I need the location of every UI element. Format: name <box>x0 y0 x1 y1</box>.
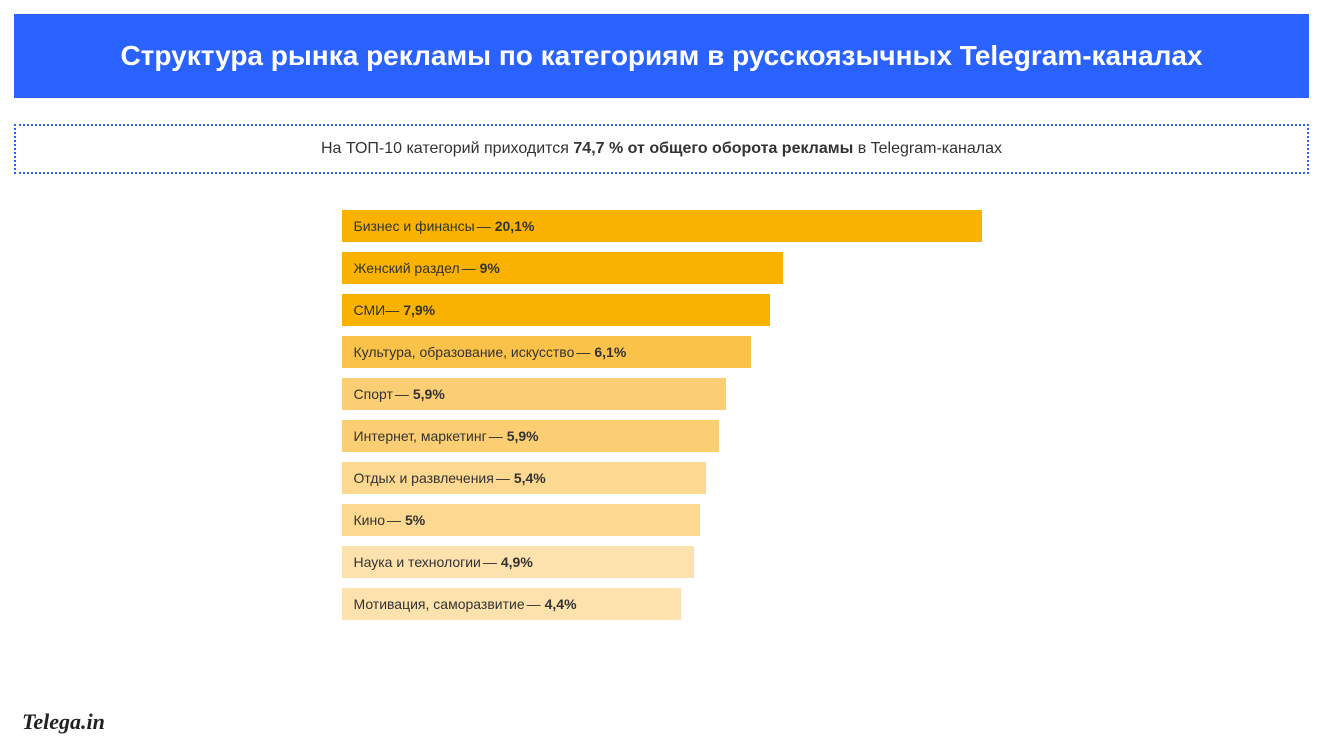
bar-separator: — <box>385 302 399 318</box>
bar: Наука и технологии—4,9% <box>342 546 694 578</box>
bar-row: Отдых и развлечения—5,4% <box>342 462 982 494</box>
bar-row: Мотивация, саморазвитие—4,4% <box>342 588 982 620</box>
bar-row: Культура, образование, искусство—6,1% <box>342 336 982 368</box>
bar: Культура, образование, искусство—6,1% <box>342 336 752 368</box>
bar-value: 5% <box>405 512 425 528</box>
brand-logo: Telega.in <box>22 709 105 735</box>
bar: Бизнес и финансы—20,1% <box>342 210 982 242</box>
bar-separator: — <box>462 260 476 276</box>
bar-value: 4,4% <box>545 596 577 612</box>
bar: Кино—5% <box>342 504 700 536</box>
bar-separator: — <box>483 554 497 570</box>
bar: Интернет, маркетинг—5,9% <box>342 420 720 452</box>
bar-value: 20,1% <box>495 218 535 234</box>
subtitle-bold: 74,7 % от общего оборота рекламы <box>573 140 853 157</box>
bar-row: Кино—5% <box>342 504 982 536</box>
bar: Отдых и развлечения—5,4% <box>342 462 707 494</box>
bar-value: 6,1% <box>594 344 626 360</box>
bar-separator: — <box>477 218 491 234</box>
bar-separator: — <box>387 512 401 528</box>
bar-label: Кино <box>354 512 386 528</box>
bar-separator: — <box>576 344 590 360</box>
bar-separator: — <box>527 596 541 612</box>
bar-label: Отдых и развлечения <box>354 470 494 486</box>
bar-value: 7,9% <box>403 302 435 318</box>
bar-label: Наука и технологии <box>354 554 481 570</box>
bar-row: Спорт—5,9% <box>342 378 982 410</box>
header-banner: Структура рынка рекламы по категориям в … <box>14 14 1309 98</box>
page-title: Структура рынка рекламы по категориям в … <box>120 40 1202 71</box>
bar-row: Женский раздел—9% <box>342 252 982 284</box>
bar-value: 9% <box>480 260 500 276</box>
bar: Мотивация, саморазвитие—4,4% <box>342 588 681 620</box>
bar-value: 5,4% <box>514 470 546 486</box>
subtitle-suffix: в Telegram-каналах <box>853 140 1002 157</box>
bar-label: Бизнес и финансы <box>354 218 475 234</box>
bar-row: Интернет, маркетинг—5,9% <box>342 420 982 452</box>
bar-label: СМИ <box>354 302 386 318</box>
bar-label: Культура, образование, искусство <box>354 344 575 360</box>
bar-value: 5,9% <box>413 386 445 402</box>
bar-value: 5,9% <box>507 428 539 444</box>
bar-label: Женский раздел <box>354 260 460 276</box>
bar-label: Мотивация, саморазвитие <box>354 596 525 612</box>
bar-row: Бизнес и финансы—20,1% <box>342 210 982 242</box>
bar-label: Спорт <box>354 386 393 402</box>
bar-row: Наука и технологии—4,9% <box>342 546 982 578</box>
bar: СМИ—7,9% <box>342 294 771 326</box>
bar-label: Интернет, маркетинг <box>354 428 487 444</box>
bar: Женский раздел—9% <box>342 252 784 284</box>
bar-row: СМИ—7,9% <box>342 294 982 326</box>
bar-separator: — <box>395 386 409 402</box>
bar-chart: Бизнес и финансы—20,1%Женский раздел—9%С… <box>342 210 982 620</box>
bar-separator: — <box>496 470 510 486</box>
bar-value: 4,9% <box>501 554 533 570</box>
subtitle-prefix: На ТОП-10 категорий приходится <box>321 140 573 157</box>
bar-separator: — <box>489 428 503 444</box>
bar: Спорт—5,9% <box>342 378 726 410</box>
subtitle-box: На ТОП-10 категорий приходится 74,7 % от… <box>14 124 1309 174</box>
